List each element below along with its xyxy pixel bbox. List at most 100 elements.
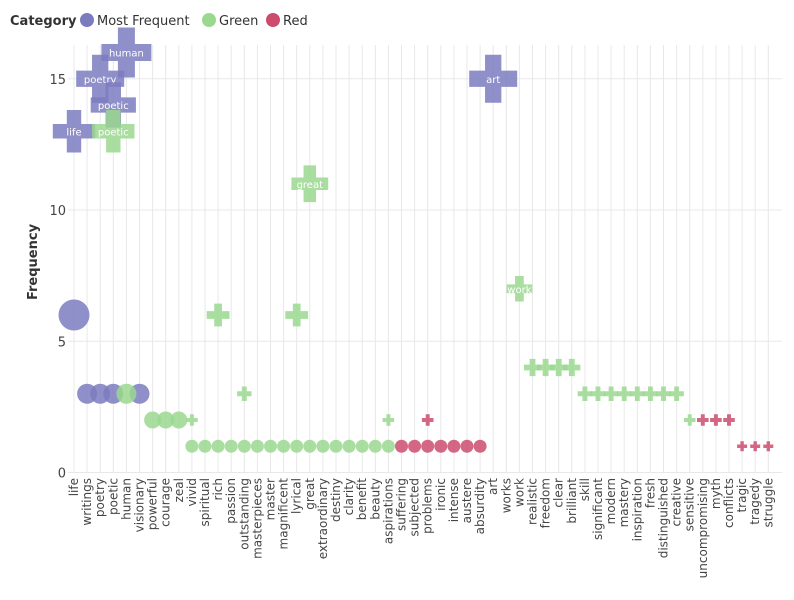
x-tick-label-visionary: visionary (133, 478, 147, 532)
x-tick-label-modern: modern (604, 478, 618, 524)
x-tick-label-vivid: vivid (185, 478, 199, 507)
x-tick-label-work: work (512, 478, 526, 507)
x-tick-label-inspiration: inspiration (630, 478, 644, 541)
cross-red-problems (421, 414, 434, 426)
point-green-outstanding (237, 439, 251, 453)
x-tick-label-outstanding: outstanding (237, 478, 251, 550)
mark-label-poetry: poetry (84, 75, 117, 86)
chart-marks: life poetry poetic human art poetic great work (52, 27, 774, 453)
point-green-zeal (170, 411, 188, 429)
x-tick-label-myth: myth (709, 478, 723, 509)
legend-label-most-frequent: Most Frequent (97, 14, 190, 29)
x-tick-label-lyrical: lyrical (290, 478, 304, 514)
cross-green-brilliant (563, 358, 581, 377)
cross-green-skill (577, 386, 593, 401)
x-tick-label-benefit: benefit (355, 478, 369, 521)
point-red-problems (421, 439, 435, 453)
point-green-powerful (144, 411, 162, 429)
x-tick-label-works: works (499, 478, 513, 513)
x-tick-label-tragedy: tragedy (748, 478, 762, 525)
point-red-ironic (434, 439, 448, 453)
cross-green-vivid (186, 414, 198, 426)
point-green-masterpieces (250, 439, 264, 453)
cross-most-frequent-poetry (76, 54, 125, 103)
cross-green-great (291, 165, 329, 203)
legend: Category Most Frequent Green Red (10, 13, 308, 29)
cross-most-frequent-life (52, 110, 96, 153)
x-tick-label-art: art (486, 478, 500, 495)
cross-most-frequent-poetic (90, 82, 136, 128)
point-green-benefit (355, 439, 369, 453)
legend-label-red: Red (283, 14, 308, 29)
point-green-magnificent (277, 439, 291, 453)
x-tick-label-life: life (67, 478, 81, 496)
x-tick-label-suffering: suffering (395, 478, 409, 531)
point-green-courage (157, 411, 175, 429)
cross-red-struggle (763, 441, 774, 452)
cross-red-tragic (737, 441, 748, 452)
cross-green-inspiration (630, 386, 645, 401)
x-tick-label-poetry: poetry (93, 478, 107, 517)
x-tick-label-clear: clear (552, 478, 566, 508)
x-tick-label-fresh: fresh (643, 478, 657, 508)
x-tick-label-masterpieces: masterpieces (250, 478, 264, 559)
cross-green-creative (669, 386, 684, 401)
cross-red-tragedy (750, 441, 761, 452)
x-tick-label-skill: skill (578, 478, 592, 501)
x-tick-label-spiritual: spiritual (198, 478, 212, 526)
point-green-rich (211, 439, 225, 453)
mark-label-great: great (297, 180, 324, 191)
x-tick-label-zeal: zeal (172, 478, 186, 502)
x-tick-label-problems: problems (421, 478, 435, 534)
x-tick-label-beauty: beauty (368, 478, 382, 520)
legend-swatch-green (202, 13, 216, 27)
mark-label-life: life (66, 127, 81, 138)
point-green-spiritual (198, 439, 212, 453)
point-green-extraordinary (316, 439, 330, 453)
x-tick-label-aspirations: aspirations (381, 478, 395, 544)
cross-green-modern (603, 386, 619, 401)
x-tick-label-intense: intense (447, 478, 461, 522)
y-tick-label: 10 (49, 204, 66, 219)
x-tick-label-clarity: clarity (342, 478, 356, 515)
mark-label-human: human (109, 49, 144, 60)
x-tick-label-master: master (264, 478, 278, 520)
point-green-master (264, 439, 277, 453)
x-tick-label-rich: rich (211, 478, 225, 500)
grid (68, 45, 782, 473)
point-red-suffering (395, 439, 408, 453)
cross-most-frequent-art (469, 54, 518, 103)
point-red-subjected (408, 439, 422, 453)
cross-green-freedom (537, 358, 555, 377)
cross-green-fresh (643, 386, 658, 401)
cross-green-clear (550, 358, 568, 377)
y-tick-label: 5 (58, 335, 66, 350)
point-red-intense (447, 439, 461, 453)
x-tick-label-subjected: subjected (408, 478, 422, 537)
cross-green-lyrical (285, 303, 309, 327)
x-tick-label-austere: austere (460, 478, 474, 523)
x-tick-label-extraordinary: extraordinary (316, 478, 330, 559)
cross-green-poetic (92, 110, 135, 153)
point-green-lyrical (290, 439, 304, 453)
y-axis-title: Frequency (26, 223, 41, 300)
legend-label-green: Green (219, 14, 258, 29)
cross-green-rich (206, 303, 230, 327)
point-red-austere (460, 439, 474, 453)
x-tick-label-brilliant: brilliant (565, 478, 579, 524)
x-tick-label-conflicts: conflicts (722, 478, 736, 528)
cross-red-uncompromising (697, 414, 709, 426)
x-tick-label-distinguished: distinguished (657, 478, 671, 558)
cross-green-sensitive (683, 414, 696, 426)
y-tick-label: 15 (49, 73, 66, 88)
x-tick-label-writings: writings (80, 478, 94, 526)
y-tick-label: 0 (58, 467, 66, 482)
point-green-beauty (368, 439, 382, 453)
cross-red-myth (710, 414, 722, 426)
x-tick-label-human: human (119, 478, 133, 520)
cross-green-distinguished (656, 386, 671, 401)
x-tick-label-sensitive: sensitive (683, 478, 697, 531)
mark-label-poetic: poetic (98, 127, 129, 138)
x-tick-label-absurdity: absurdity (473, 478, 487, 534)
